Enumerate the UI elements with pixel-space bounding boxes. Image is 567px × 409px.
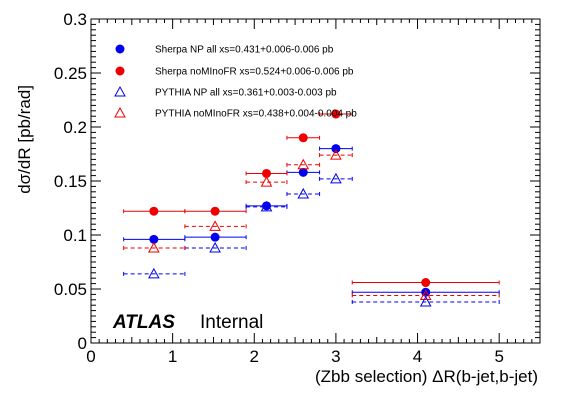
data-point — [419, 289, 432, 300]
data-point — [330, 172, 342, 184]
axes-frame: 0 1 2 3 4 5 0 0.05 0.1 0.15 0.2 0.25 0.3 — [54, 10, 541, 366]
series-2 — [123, 172, 500, 307]
data-point — [260, 200, 273, 212]
x-tick-label: 4 — [413, 347, 422, 366]
data-point — [148, 241, 160, 253]
x-tick-label: 0 — [86, 347, 95, 366]
series-1 — [123, 109, 500, 288]
data-point — [297, 158, 310, 170]
data-point — [209, 220, 221, 231]
data-point — [421, 278, 431, 288]
y-tick-label: 0 — [78, 334, 87, 353]
series-0 — [123, 144, 500, 297]
legend-marker — [114, 106, 126, 118]
data-point — [419, 295, 432, 307]
legend-marker — [115, 66, 125, 76]
x-tick-label: 1 — [168, 347, 177, 366]
data-point — [297, 187, 310, 199]
data-point — [331, 109, 341, 119]
y-tick-label: 0.05 — [54, 280, 87, 299]
data-point — [149, 206, 159, 216]
data-point — [209, 241, 221, 253]
data-point — [210, 232, 220, 242]
internal-label: Internal — [200, 312, 263, 333]
legend-marker — [114, 85, 126, 97]
data-marks — [123, 109, 500, 307]
x-tick-label: 2 — [250, 347, 259, 366]
legend-label: PYTHIA noMInoFR xs=0.438+0.004-0.004 pb — [155, 109, 357, 120]
data-point — [148, 267, 160, 279]
legend-label: PYTHIA NP all xs=0.361+0.003-0.003 pb — [155, 88, 337, 99]
y-tick-label: 0.25 — [54, 64, 87, 83]
data-point — [262, 201, 272, 211]
x-tick-label: 3 — [331, 347, 340, 366]
x-axis-title: (Zbb selection) ΔR(b-jet,b-jet) — [315, 367, 538, 386]
data-point — [210, 206, 220, 216]
series-3 — [123, 149, 500, 300]
data-point — [298, 133, 308, 143]
data-point — [330, 149, 342, 160]
x-tick-label: 5 — [494, 347, 503, 366]
y-tick-label: 0.1 — [63, 226, 87, 245]
y-tick-label: 0.15 — [54, 172, 87, 191]
legend-label: Sherpa noMInoFR xs=0.524+0.006-0.006 pb — [155, 67, 354, 78]
y-axis-title: dσ/dR [pb/rad] — [15, 85, 34, 194]
atlas-label: ATLAS — [112, 312, 175, 333]
legend: Sherpa NP all xs=0.431+0.006-0.006 pb She… — [114, 44, 357, 120]
legend-marker — [115, 44, 125, 54]
data-point — [331, 144, 341, 154]
y-tick-label: 0.2 — [63, 118, 87, 137]
y-tick-label: 0.3 — [63, 10, 87, 29]
data-point — [260, 176, 273, 187]
legend-label: Sherpa NP all xs=0.431+0.006-0.006 pb — [155, 45, 334, 56]
data-point — [298, 167, 308, 177]
